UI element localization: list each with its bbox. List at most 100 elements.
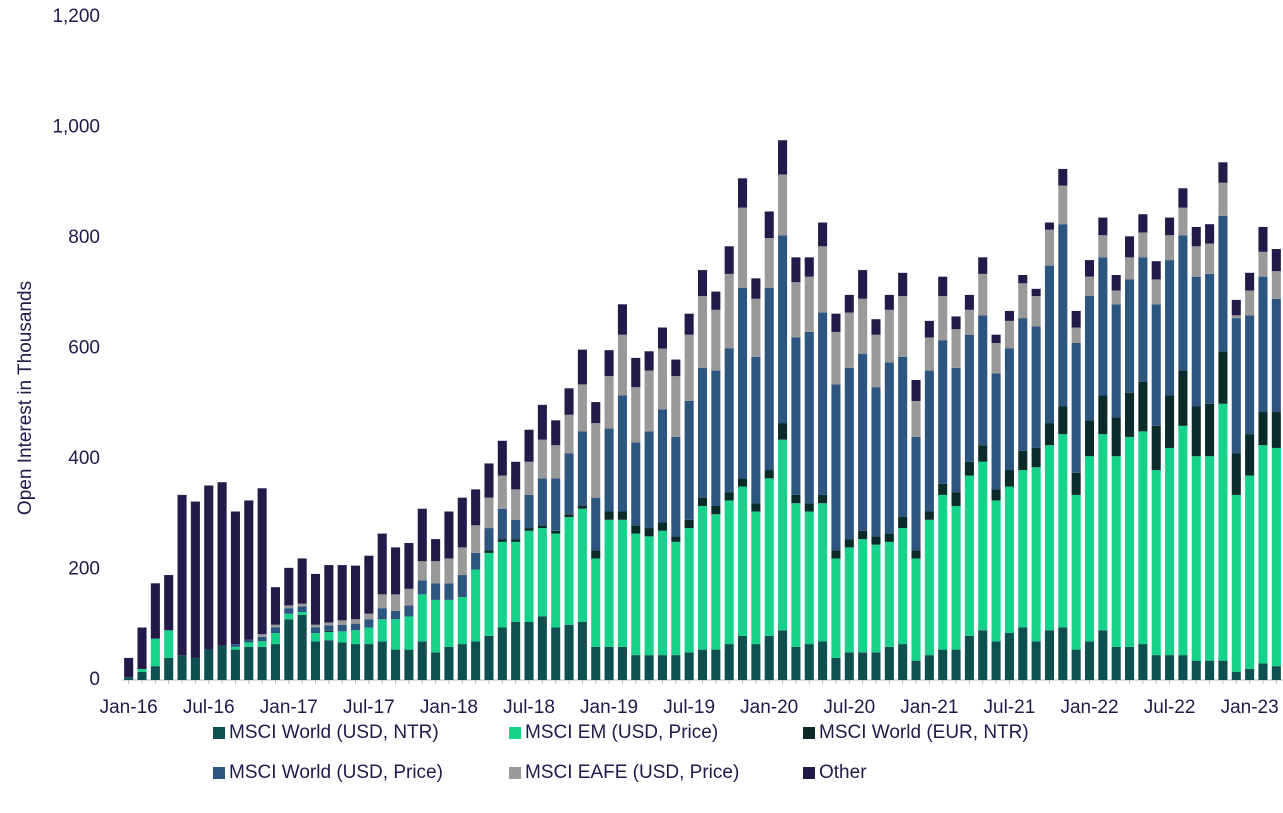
legend-swatch xyxy=(509,727,521,739)
y-tick-label: 800 xyxy=(68,227,100,248)
bar-segment xyxy=(991,334,1001,343)
bar-segment xyxy=(257,646,267,680)
bar-segment xyxy=(858,539,868,653)
bar-segment xyxy=(364,619,374,628)
bar-segment xyxy=(284,613,294,620)
x-tick-label: Jan-17 xyxy=(260,697,318,718)
bar-segment xyxy=(377,608,387,620)
bar-segment xyxy=(444,511,454,559)
bar-segment xyxy=(978,315,988,446)
bar-segment xyxy=(791,257,801,283)
bar-segment xyxy=(1098,395,1108,435)
bar-segment xyxy=(711,309,721,371)
bar-segment xyxy=(1191,226,1201,247)
bar-segment xyxy=(604,350,614,377)
bar-segment xyxy=(924,511,934,520)
bar-segment xyxy=(657,655,668,680)
bar-segment xyxy=(844,539,854,548)
bar-segment xyxy=(617,304,627,335)
bar-segment xyxy=(1044,445,1055,631)
bar-segment xyxy=(124,677,134,680)
bar-segment xyxy=(1258,412,1268,446)
bar-segment xyxy=(884,541,894,647)
bar-segment xyxy=(617,646,627,680)
bar-segment xyxy=(1231,453,1241,495)
bar-segment xyxy=(617,511,627,520)
bar-segment xyxy=(404,616,414,650)
bar-segment xyxy=(724,644,734,680)
bar-segment xyxy=(911,379,921,401)
bar-segment xyxy=(457,644,467,680)
bar-segment xyxy=(604,511,614,520)
bar-segment xyxy=(391,610,401,620)
bar-segment xyxy=(377,533,387,595)
bar-segment xyxy=(457,597,467,645)
bar-segment xyxy=(791,503,801,647)
bar-segment xyxy=(617,334,627,396)
bar-segment xyxy=(751,278,761,299)
bar-segment xyxy=(737,207,748,288)
x-tick-label: Jan-20 xyxy=(740,697,798,718)
bar-segment xyxy=(684,528,694,653)
bar-segment xyxy=(898,528,908,645)
bar-segment xyxy=(284,605,294,609)
bar-segment xyxy=(577,384,587,432)
bar-segment xyxy=(350,644,361,680)
bar-segment xyxy=(684,334,694,401)
bar-segment xyxy=(657,348,668,410)
y-tick-label: 200 xyxy=(68,559,100,580)
bar-segment xyxy=(898,296,908,357)
bar-segment xyxy=(591,550,601,559)
bar-segment xyxy=(551,445,561,479)
legend-label: Other xyxy=(819,762,867,783)
bar-segment xyxy=(1111,290,1121,305)
bar-segment xyxy=(924,655,934,680)
bar-segment xyxy=(230,511,240,645)
bar-segment xyxy=(1245,290,1255,316)
legend-swatch xyxy=(213,727,225,739)
bar-segment xyxy=(511,461,521,490)
bar-segment xyxy=(1151,470,1161,656)
bar-segment xyxy=(431,599,441,653)
bar-segment xyxy=(417,508,427,562)
x-tick-label: Jan-22 xyxy=(1060,697,1118,718)
bar-segment xyxy=(778,140,788,175)
bar-segment xyxy=(1191,276,1201,407)
bar-segment xyxy=(217,482,227,646)
bar-segment xyxy=(778,235,788,424)
bar-segment xyxy=(524,528,534,531)
bar-segment xyxy=(804,644,814,680)
bar-segment xyxy=(1058,406,1068,435)
x-tick-label: Jan-16 xyxy=(100,697,158,718)
bar-segment xyxy=(1018,470,1028,628)
bar-segment xyxy=(831,558,841,658)
bar-segment xyxy=(924,337,934,371)
x-tick-label: Jan-23 xyxy=(1221,697,1279,718)
bar-segment xyxy=(711,291,721,310)
bar-segment xyxy=(871,387,881,537)
bar-segment xyxy=(1258,226,1268,252)
bar-segment xyxy=(938,276,948,297)
bar-segment xyxy=(1178,370,1188,426)
bar-segment xyxy=(310,633,321,642)
bar-segment xyxy=(297,606,307,613)
bar-segment xyxy=(551,420,561,446)
bar-segment xyxy=(671,536,681,542)
legend-label: MSCI World (USD, Price) xyxy=(229,762,443,783)
bar-segment xyxy=(1165,447,1175,656)
bar-segment xyxy=(1151,261,1161,280)
bar-segment xyxy=(1044,229,1055,266)
bar-segment xyxy=(724,348,734,493)
bar-segment xyxy=(764,238,774,288)
bar-segment xyxy=(791,646,801,680)
bar-segment xyxy=(751,503,761,512)
bar-segment xyxy=(1205,273,1215,404)
bar-segment xyxy=(644,431,654,529)
bar-segment xyxy=(1124,279,1135,393)
bar-segment xyxy=(844,294,854,313)
bar-segment xyxy=(577,508,587,622)
bar-segment xyxy=(537,478,547,526)
bar-segment xyxy=(190,501,200,658)
bar-segment xyxy=(671,655,681,680)
bar-segment xyxy=(284,608,294,614)
